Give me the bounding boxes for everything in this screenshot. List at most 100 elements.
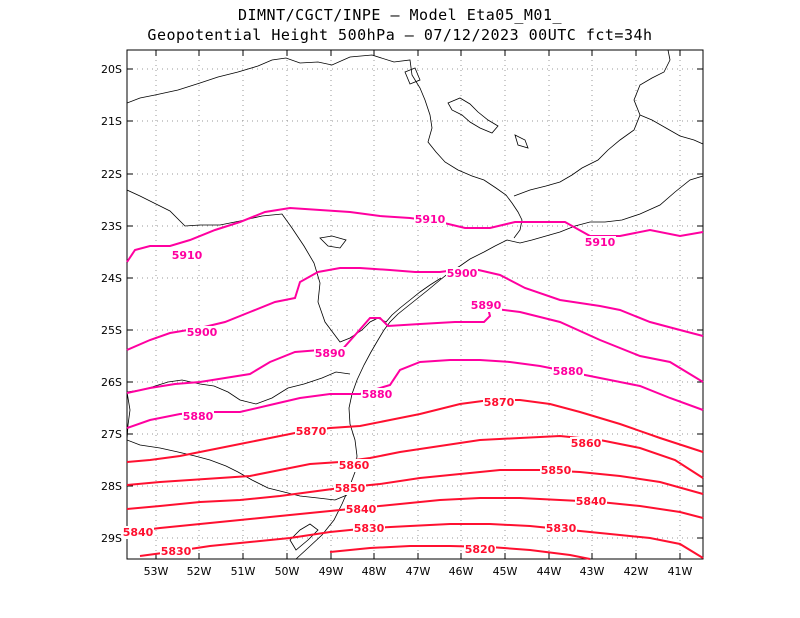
contour-label: 5880 xyxy=(183,410,214,423)
lat-tick-label: 29S xyxy=(101,532,122,545)
contour-label: 5870 xyxy=(296,425,327,438)
lat-tick-label: 23S xyxy=(101,220,122,233)
contour-label: 5880 xyxy=(553,365,584,378)
contour-label-bg xyxy=(552,365,584,378)
graticule xyxy=(127,50,703,559)
lat-tick-label: 22S xyxy=(101,168,122,181)
contour-label: 5900 xyxy=(447,267,478,280)
state-border-sc-rs xyxy=(126,439,348,501)
lon-tick-label: 53W xyxy=(144,565,169,578)
state-border-rj-es xyxy=(639,114,704,145)
contour-5820 xyxy=(329,545,591,560)
lake-rio-grande xyxy=(319,235,347,249)
lon-tick-label: 45W xyxy=(493,565,518,578)
country-border-argentina xyxy=(126,391,131,441)
lon-tick-label: 51W xyxy=(231,565,256,578)
contour-label-bg xyxy=(295,425,327,438)
contour-label: 5850 xyxy=(335,482,366,495)
contour-label-bg xyxy=(182,410,214,423)
contour-label-bg xyxy=(446,267,478,280)
coastline-shore xyxy=(295,175,704,560)
lat-tick-label: 24S xyxy=(101,272,122,285)
lon-tick-label: 46W xyxy=(449,565,474,578)
contour-5850 xyxy=(126,469,704,510)
lon-tick-label: 41W xyxy=(668,565,693,578)
state-border-mg-sp xyxy=(126,54,523,239)
contour-label-bg xyxy=(545,522,577,535)
contour-labels: 5910 5910 5910 5900 5900 5890 5890 5880 5880 5880… xyxy=(122,213,616,558)
contour-label: 5840 xyxy=(123,526,154,539)
contour-label: 5910 xyxy=(172,249,203,262)
contour-label-bg xyxy=(570,437,602,450)
contour-5860 xyxy=(126,434,704,486)
contour-label-bg xyxy=(361,388,393,401)
contour-label: 5850 xyxy=(541,464,572,477)
contour-5870 xyxy=(126,399,704,463)
axis-ticks: 20S 21S 22S 23S 24S 25S 26S 27S 28S 29S 53W 52W 51W 5… xyxy=(101,50,703,578)
contour-label: 5870 xyxy=(484,396,515,409)
lat-tick-label: 28S xyxy=(101,480,122,493)
contour-label: 5830 xyxy=(354,522,385,535)
contour-label-bg xyxy=(483,396,515,409)
contour-label: 5840 xyxy=(576,495,607,508)
contour-label: 5910 xyxy=(585,236,616,249)
contour-label-bg xyxy=(470,299,502,312)
lake-sp-north xyxy=(404,67,421,85)
lon-tick-label: 47W xyxy=(406,565,431,578)
map-frame xyxy=(126,49,704,560)
contour-label: 5900 xyxy=(187,326,218,339)
height-contours xyxy=(126,206,704,560)
contour-label: 5820 xyxy=(465,543,496,556)
lon-tick-label: 44W xyxy=(537,565,562,578)
lat-tick-label: 25S xyxy=(101,324,122,337)
contour-label: 5910 xyxy=(415,213,446,226)
contour-label: 5860 xyxy=(339,459,370,472)
contour-label: 5830 xyxy=(161,545,192,558)
contour-label: 5830 xyxy=(546,522,577,535)
lake-mg-south xyxy=(514,134,529,149)
lat-tick-label: 27S xyxy=(101,428,122,441)
contour-label-bg xyxy=(122,526,154,539)
contour-label: 5840 xyxy=(346,503,377,516)
lon-tick-label: 43W xyxy=(580,565,605,578)
contour-label-bg xyxy=(338,459,370,472)
lat-tick-label: 26S xyxy=(101,376,122,389)
lat-tick-label: 20S xyxy=(101,63,122,76)
contour-5830 xyxy=(139,523,704,559)
lagoa-dos-patos xyxy=(289,523,319,551)
state-border-pr-sc xyxy=(126,371,351,405)
contour-label-bg xyxy=(171,249,203,262)
contour-label-bg xyxy=(160,545,192,558)
lake-furnas xyxy=(447,97,499,134)
lat-tick-label: 21S xyxy=(101,115,122,128)
contour-label-bg xyxy=(314,347,346,360)
state-border-mg-rj xyxy=(513,49,671,197)
contour-label: 5890 xyxy=(471,299,502,312)
contour-label: 5860 xyxy=(571,437,602,450)
lon-tick-label: 42W xyxy=(624,565,649,578)
lon-tick-label: 48W xyxy=(362,565,387,578)
contour-label: 5880 xyxy=(362,388,393,401)
contour-label-bg xyxy=(414,213,446,226)
contour-label-bg xyxy=(186,326,218,339)
state-border-sp-pr xyxy=(126,189,442,343)
contour-label-bg xyxy=(464,543,496,556)
contour-label-bg xyxy=(345,503,377,516)
coastline xyxy=(126,49,704,560)
contour-label-bg xyxy=(334,482,366,495)
contour-5890 xyxy=(126,306,704,394)
lon-tick-label: 50W xyxy=(275,565,300,578)
contour-label: 5890 xyxy=(315,347,346,360)
contour-label-bg xyxy=(540,464,572,477)
chart-title-line1: DIMNT/CGCT/INPE – Model Eta05_M01_ xyxy=(237,6,563,24)
contour-label-bg xyxy=(575,495,607,508)
contour-label-bg xyxy=(353,522,385,535)
contour-5880 xyxy=(126,359,704,429)
contour-5900 xyxy=(126,266,704,351)
chart-title-line2: Geopotential Height 500hPa – 07/12/2023 … xyxy=(147,26,653,44)
contour-5840 xyxy=(126,497,704,533)
contour-label-bg xyxy=(584,236,616,249)
lon-tick-label: 49W xyxy=(319,565,344,578)
lon-tick-label: 52W xyxy=(187,565,212,578)
